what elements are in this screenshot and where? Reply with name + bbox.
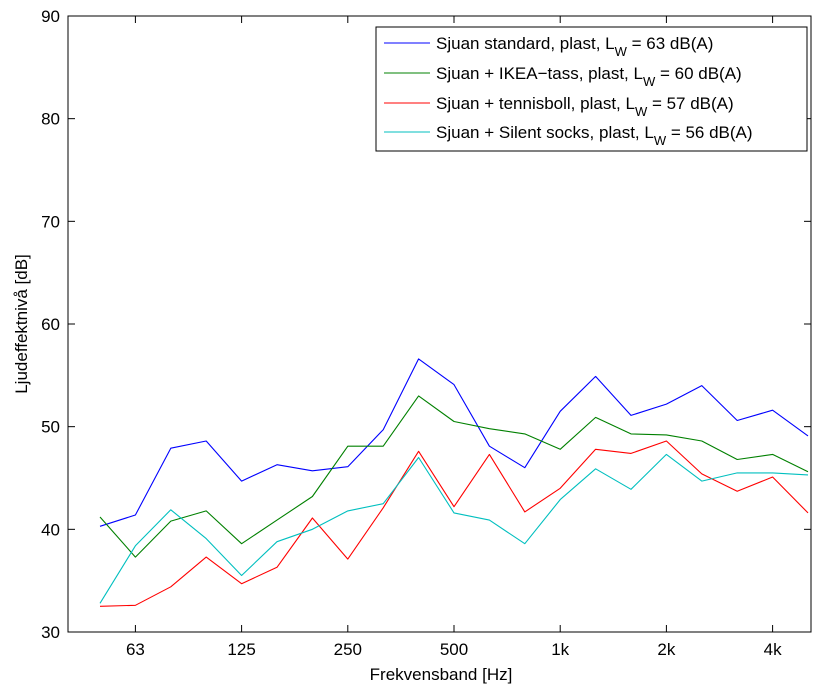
legend-entry-4: Sjuan + Silent socks, plast, LW = 56 dB(… xyxy=(436,123,753,148)
legend-entry-2: Sjuan + IKEA−tass, plast, LW = 60 dB(A) xyxy=(436,64,742,89)
legend: Sjuan standard, plast, LW = 63 dB(A) Sjua… xyxy=(375,26,808,152)
y-tick-label: 70 xyxy=(41,212,60,231)
y-tick-label: 50 xyxy=(41,418,60,437)
x-tick-label: 2k xyxy=(657,640,675,659)
x-axis-label: Frekvensband [Hz] xyxy=(370,665,513,684)
y-tick-label: 40 xyxy=(41,520,60,539)
legend-entry-1: Sjuan standard, plast, LW = 63 dB(A) xyxy=(436,34,713,59)
y-tick-label: 60 xyxy=(41,315,60,334)
y-axis-label: Ljudeffektnivå [dB] xyxy=(12,254,31,394)
series-layer xyxy=(99,358,809,607)
series-line-2 xyxy=(99,395,809,558)
legend-box xyxy=(375,26,808,152)
ticks-layer: 30 40 50 60 70 80 90 63 125 250 500 1k 2k 4k xyxy=(41,7,811,659)
x-tick-label: 125 xyxy=(227,640,255,659)
y-tick-label: 80 xyxy=(41,110,60,129)
y-tick-label: 90 xyxy=(41,7,60,26)
legend-entry-3: Sjuan + tennisboll, plast, LW = 57 dB(A) xyxy=(436,94,734,119)
x-tick-label: 63 xyxy=(126,640,145,659)
series-line-1 xyxy=(99,358,809,527)
x-tick-label: 500 xyxy=(440,640,468,659)
x-tick-label: 250 xyxy=(334,640,362,659)
series-line-4 xyxy=(99,453,809,604)
x-tick-label: 1k xyxy=(551,640,569,659)
x-tick-label: 4k xyxy=(764,640,782,659)
series-line-3 xyxy=(99,440,809,607)
y-tick-label: 30 xyxy=(41,623,60,642)
